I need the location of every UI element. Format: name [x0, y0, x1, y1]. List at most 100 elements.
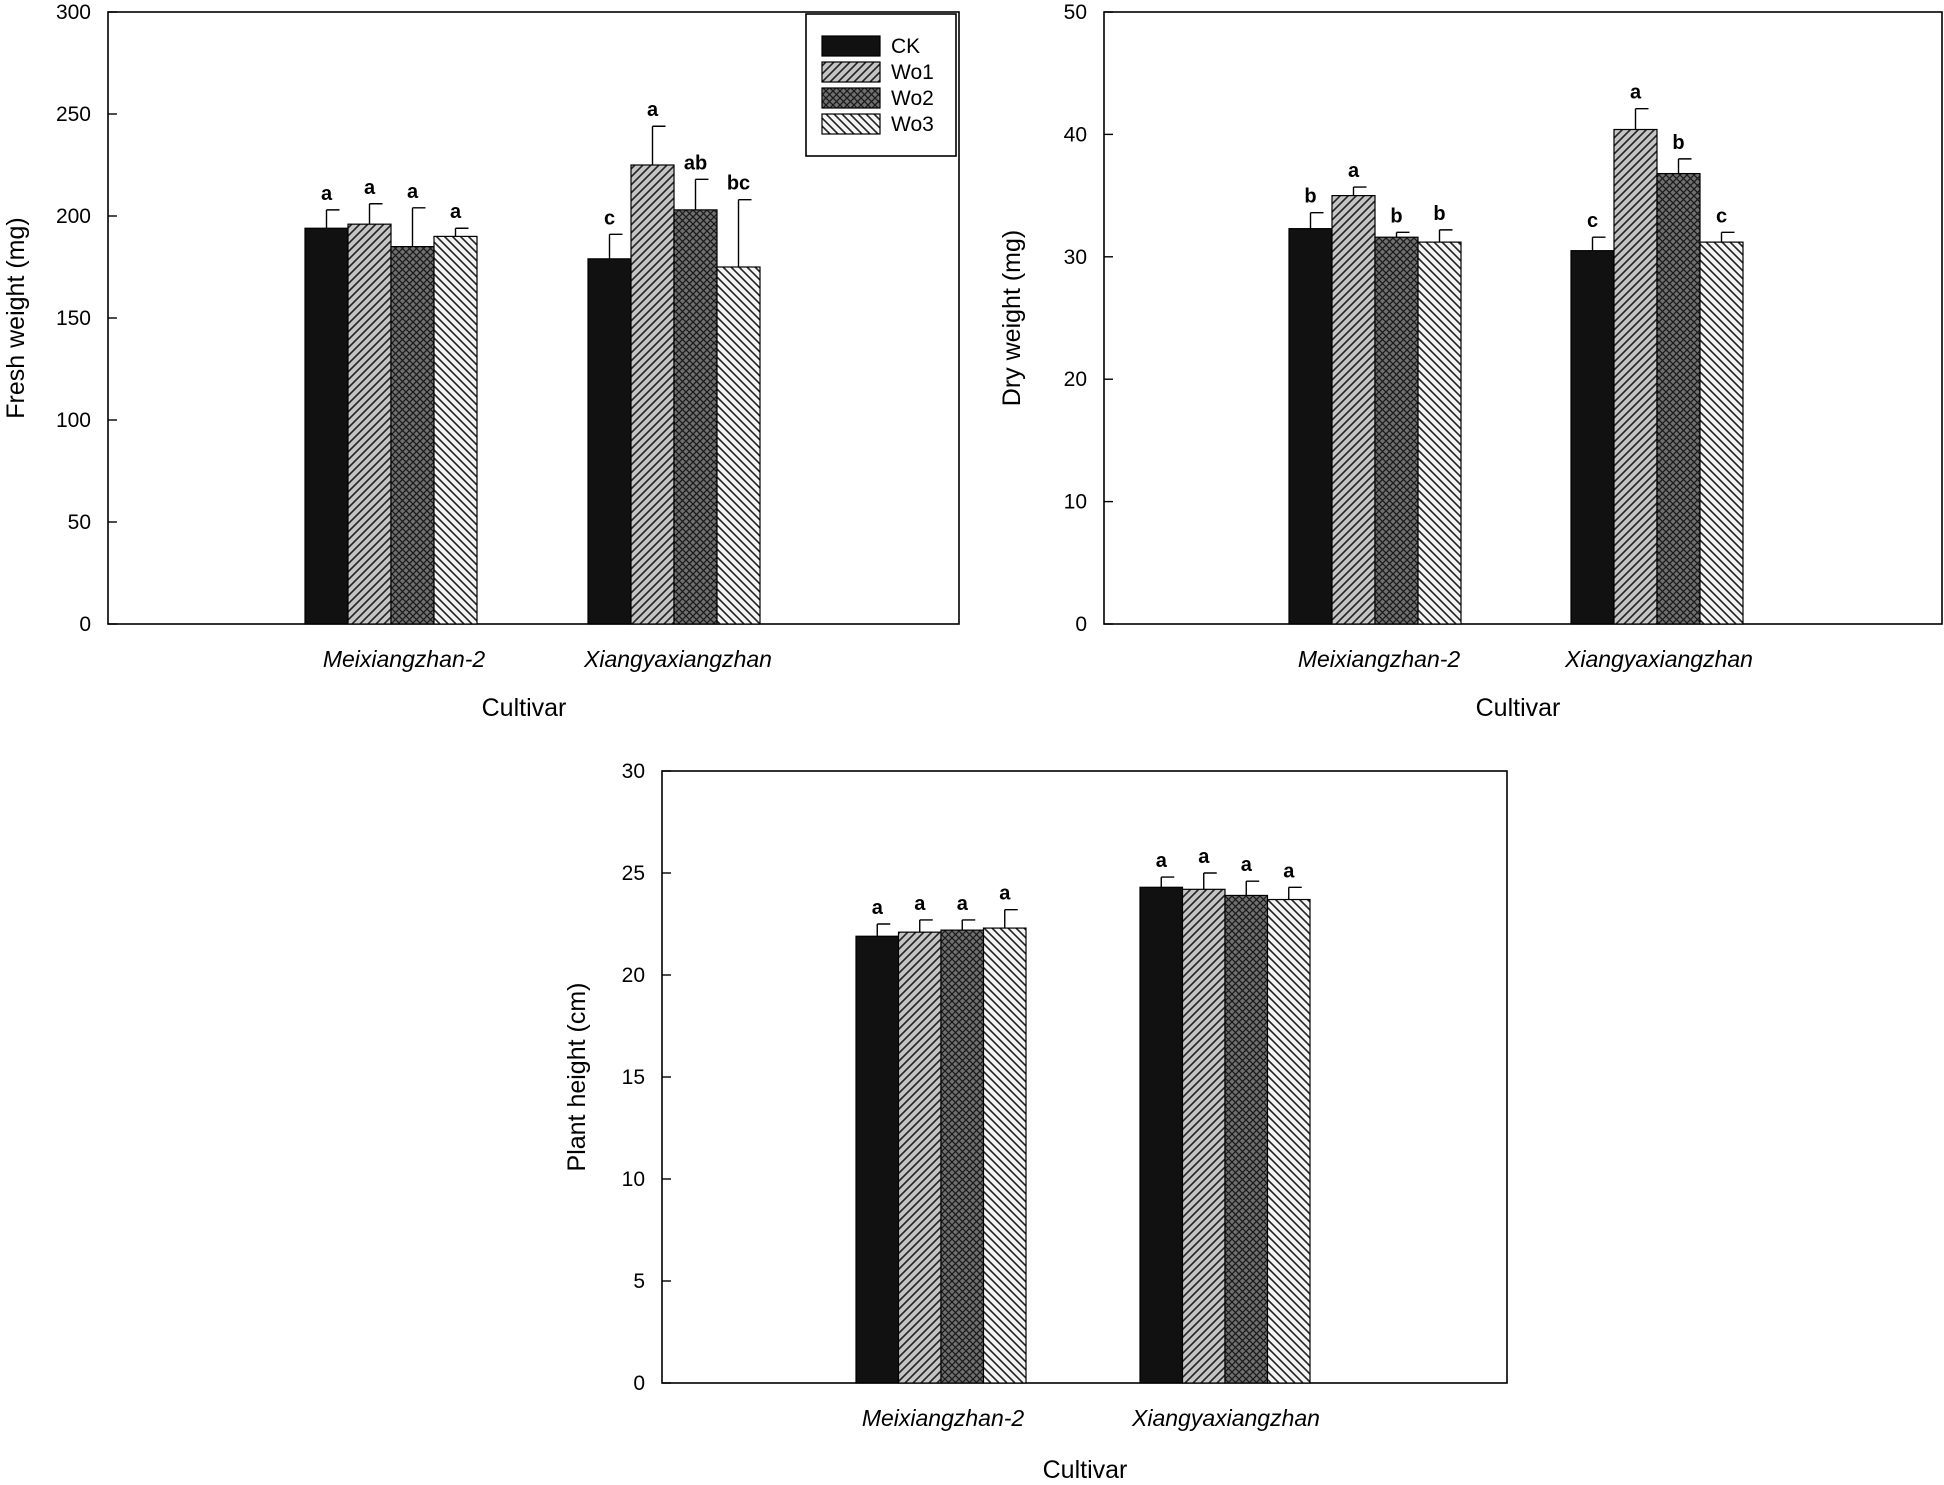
error-bar-dry-wo3-0	[1438, 229, 1453, 243]
height-y-tick-label-0: 0	[633, 1372, 645, 1395]
dry-y-tick-label-0: 0	[1075, 613, 1087, 636]
fresh-category-label-1: Xiangyaxiangzhan	[583, 646, 772, 672]
bar-fresh-ck-0	[304, 227, 349, 625]
error-bar-fresh-wo2-1	[694, 178, 709, 210]
height-y-ticks: 0 5 10 15 20 25 30	[622, 760, 671, 1395]
error-bar-fresh-ck-1	[608, 233, 623, 259]
legend-label-wo2: Wo2	[891, 87, 934, 110]
bar-fresh-wo2-0	[390, 246, 435, 625]
sig-label-fresh-ck-0: a	[321, 183, 333, 205]
bar-height-ck-0	[855, 935, 900, 1384]
bar-fresh-wo2-1	[673, 209, 718, 625]
sig-label-dry-ck-0: b	[1304, 186, 1316, 208]
sig-label-height-wo1-1: a	[1198, 846, 1210, 868]
bar-height-wo1-0	[897, 931, 942, 1384]
dry-bars: b a b b c a b c	[1288, 82, 1744, 625]
bar-dry-wo3-1	[1699, 241, 1744, 625]
height-y-tick-label-1: 5	[633, 1270, 645, 1293]
dry-y-tick-label-3: 30	[1064, 246, 1087, 269]
dry-y-ticks: 0 10 20 30 40 50	[1064, 1, 1113, 636]
height-category-label-0: Meixiangzhan-2	[862, 1405, 1025, 1431]
sig-label-dry-wo3-1: c	[1716, 205, 1727, 227]
bar-height-wo2-0	[940, 929, 985, 1384]
sig-label-dry-wo2-0: b	[1390, 205, 1402, 227]
sig-label-height-wo3-0: a	[999, 883, 1011, 905]
sig-label-height-wo2-0: a	[957, 893, 969, 915]
error-bar-height-wo3-0	[1004, 909, 1018, 929]
error-bar-dry-ck-1	[1591, 236, 1606, 251]
dry-y-tick-label-1: 10	[1064, 491, 1087, 514]
sig-label-fresh-wo3-1: bc	[727, 173, 750, 195]
height-y-tick-label-6: 30	[622, 760, 645, 783]
error-bar-fresh-wo3-0	[454, 227, 469, 237]
error-bar-dry-wo1-1	[1634, 107, 1649, 130]
error-bar-fresh-wo3-1	[737, 198, 752, 267]
sig-label-fresh-wo2-0: a	[407, 181, 419, 203]
error-bar-height-wo2-1	[1245, 880, 1260, 896]
sig-label-fresh-ck-1: c	[604, 207, 615, 229]
error-bar-height-wo1-1	[1203, 872, 1217, 890]
error-bar-height-ck-1	[1160, 876, 1175, 888]
fresh-y-tick-label-0: 0	[79, 613, 91, 636]
fresh-y-tick-label-2: 100	[56, 409, 91, 432]
fresh-y-tick-label-5: 250	[56, 103, 91, 126]
height-y-tick-label-2: 10	[622, 1168, 645, 1191]
bar-dry-wo2-0	[1374, 236, 1419, 625]
bar-height-wo1-1	[1181, 888, 1226, 1384]
fresh-category-label-0: Meixiangzhan-2	[323, 646, 486, 672]
dry-y-tick-label-2: 20	[1064, 368, 1087, 391]
error-bar-fresh-ck-0	[325, 209, 340, 229]
bar-dry-wo1-1	[1613, 128, 1658, 625]
legend: CK Wo1 Wo2 Wo3	[805, 13, 957, 157]
sig-label-fresh-wo3-0: a	[450, 201, 462, 223]
sig-label-dry-wo3-0: b	[1433, 203, 1445, 225]
sig-label-height-wo3-1: a	[1283, 860, 1295, 882]
bar-dry-wo3-0	[1417, 241, 1462, 625]
error-bar-height-ck-0	[876, 923, 891, 937]
sig-label-dry-wo2-1: b	[1672, 132, 1684, 154]
fresh-y-tick-label-4: 200	[56, 205, 91, 228]
dry-y-tick-label-5: 50	[1064, 1, 1087, 24]
legend-label-ck: CK	[891, 35, 920, 58]
error-bar-fresh-wo1-0	[368, 203, 383, 225]
bar-fresh-wo3-0	[433, 235, 478, 625]
legend-label-wo1: Wo1	[891, 61, 934, 84]
height-x-axis-title: Cultivar	[1043, 1456, 1128, 1484]
error-bar-height-wo3-1	[1288, 886, 1302, 900]
error-bar-dry-wo2-0	[1395, 231, 1410, 238]
dry-weight-panel: 0 10 20 30 40 50 b a b b c a b c Meixiangzhan-2 Xian…	[998, 1, 1943, 722]
sig-label-height-ck-1: a	[1156, 850, 1168, 872]
fresh-y-tick-label-6: 300	[56, 1, 91, 24]
bar-fresh-wo3-1	[716, 266, 761, 625]
bar-height-ck-1	[1139, 886, 1184, 1384]
height-y-tick-label-4: 20	[622, 964, 645, 987]
error-bar-fresh-wo2-0	[411, 207, 426, 247]
sig-label-height-ck-0: a	[872, 897, 884, 919]
sig-label-height-wo2-1: a	[1241, 854, 1253, 876]
bar-dry-ck-1	[1570, 250, 1615, 625]
height-y-tick-label-5: 25	[622, 862, 645, 885]
fresh-y-axis-title: Fresh weight (mg)	[2, 217, 30, 418]
sig-label-height-wo1-0: a	[914, 893, 926, 915]
fresh-y-tick-label-1: 50	[68, 511, 91, 534]
height-category-label-1: Xiangyaxiangzhan	[1131, 1405, 1320, 1431]
height-y-tick-label-3: 15	[622, 1066, 645, 1089]
error-bar-fresh-wo1-1	[651, 125, 666, 165]
bar-fresh-ck-1	[587, 258, 632, 625]
legend-box	[805, 13, 957, 157]
legend-swatch-ck	[821, 35, 881, 57]
bar-height-wo3-1	[1266, 898, 1311, 1384]
fresh-x-axis-title: Cultivar	[482, 694, 567, 722]
legend-swatch-wo2	[821, 87, 881, 109]
error-bar-dry-wo2-1	[1677, 158, 1692, 174]
sig-label-fresh-wo2-1: ab	[684, 152, 707, 174]
legend-swatch-wo1	[821, 61, 881, 83]
bar-fresh-wo1-0	[347, 223, 392, 625]
bar-fresh-wo1-1	[630, 164, 675, 625]
bar-dry-wo1-0	[1331, 195, 1376, 625]
fresh-y-tick-label-3: 150	[56, 307, 91, 330]
bar-height-wo3-0	[982, 927, 1027, 1384]
error-bar-height-wo2-0	[961, 919, 976, 931]
